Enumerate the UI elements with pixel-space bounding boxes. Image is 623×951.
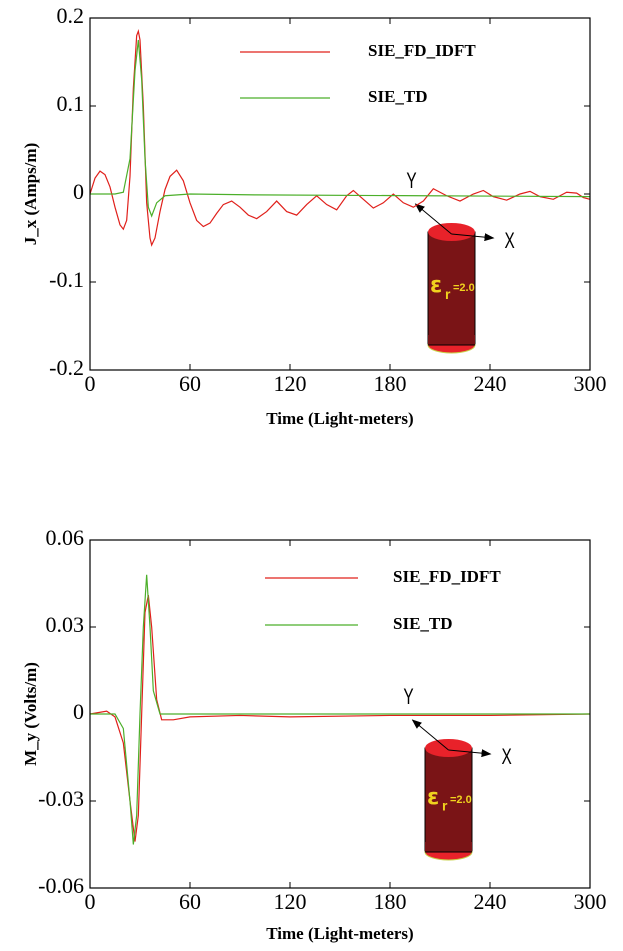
series-line	[89, 594, 591, 842]
inset-x-label: X	[505, 229, 516, 253]
inset-subscript: r	[442, 798, 448, 814]
legend-label: SIE_TD	[368, 87, 428, 106]
x-tick-label: 300	[574, 889, 607, 914]
y-axis-label: J_x (Amps/m)	[21, 143, 40, 245]
x-tick-label: 180	[374, 371, 407, 396]
x-tick-label: 120	[274, 889, 307, 914]
y-arrow	[411, 719, 449, 751]
plot-frame	[89, 539, 591, 889]
inset-x-label: X	[502, 745, 513, 769]
series-line	[90, 574, 590, 845]
cylinder-body	[424, 747, 473, 853]
y-axis-label: M_y (Volts/m)	[21, 662, 40, 766]
y-tick-label: 0.06	[46, 525, 85, 550]
y-tick-label: 0.2	[57, 3, 85, 28]
inset-subscript: r	[445, 286, 451, 302]
x-arrow	[448, 749, 492, 758]
x-tick-label: 0	[85, 889, 96, 914]
inset-value: =2.0	[450, 794, 472, 806]
cylinder-top	[428, 223, 475, 241]
inset-y-label: Y	[403, 685, 414, 709]
x-tick-label: 120	[274, 371, 307, 396]
x-arrow	[451, 233, 495, 242]
plot-frame	[89, 17, 591, 371]
x-tick-label: 180	[374, 889, 407, 914]
legend-label: SIE_FD_IDFT	[393, 567, 501, 586]
cylinder-cover	[428, 335, 475, 345]
x-axis-label: Time (Light-meters)	[266, 924, 413, 943]
y-tick-label: -0.06	[38, 873, 84, 898]
y-tick-label: 0.03	[46, 612, 85, 637]
cylinder-top	[425, 739, 472, 757]
inset-symbol: ε	[430, 273, 442, 298]
y-tick-label: 0	[73, 179, 84, 204]
legend-label: SIE_TD	[393, 614, 453, 633]
legend-label: SIE_FD_IDFT	[368, 41, 476, 60]
x-tick-label: 60	[179, 371, 201, 396]
x-tick-label: 300	[574, 371, 607, 396]
series-line	[90, 39, 591, 218]
inset-y-label: Y	[406, 169, 417, 193]
cylinder-cover	[425, 842, 472, 852]
y-tick-label: -0.03	[38, 786, 84, 811]
x-tick-label: 240	[474, 889, 507, 914]
y-tick-label: -0.2	[49, 355, 84, 380]
y-arrow	[414, 203, 452, 235]
y-tick-label: 0.1	[57, 91, 85, 116]
inset-value: =2.0	[453, 282, 475, 294]
x-axis-label: Time (Light-meters)	[266, 409, 413, 428]
x-tick-label: 0	[85, 371, 96, 396]
x-tick-label: 240	[474, 371, 507, 396]
y-tick-label: 0	[73, 699, 84, 724]
x-tick-label: 60	[179, 889, 201, 914]
y-tick-label: -0.1	[49, 267, 84, 292]
inset-symbol: ε	[427, 785, 439, 810]
series-line	[89, 28, 591, 247]
